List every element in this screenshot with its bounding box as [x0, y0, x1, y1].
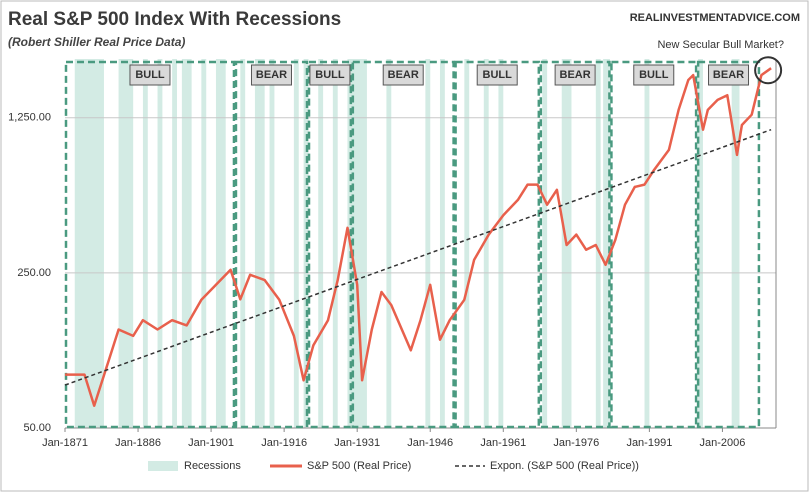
regime-box	[539, 60, 611, 429]
recession-band	[303, 59, 309, 428]
recession-band	[386, 59, 392, 428]
x-tick-label: Jan-1871	[42, 437, 88, 449]
recession-band	[118, 59, 134, 428]
recession-band	[254, 59, 265, 428]
x-tick-label: Jan-1946	[407, 437, 453, 449]
highlight-circle	[754, 56, 783, 85]
chart-title: Real S&P 500 Index With Recessions	[8, 9, 341, 30]
regime-tag	[382, 64, 424, 86]
regime-label: BULL	[315, 69, 345, 81]
chart-subtitle: (Robert Shiller Real Price Data)	[8, 35, 185, 49]
recession-band	[318, 59, 324, 428]
recession-band	[74, 59, 104, 428]
recession-band	[595, 59, 601, 428]
x-tick-label: Jan-2006	[699, 437, 745, 449]
recession-band	[542, 59, 548, 428]
x-tick-label: Jan-1961	[480, 437, 526, 449]
recession-band	[698, 59, 703, 428]
recession-band	[464, 59, 470, 428]
recession-band	[172, 59, 178, 428]
legend-swatch	[148, 461, 178, 471]
regime-box	[234, 60, 309, 429]
source: REALINVESTMENTADVICE.COM	[630, 12, 800, 24]
regime-box	[64, 60, 236, 429]
y-tick-label: 1,250.00	[8, 112, 51, 124]
x-tick-label: Jan-1886	[115, 437, 161, 449]
regime-label: BEAR	[388, 69, 419, 81]
regime-label: BEAR	[256, 69, 287, 81]
recession-band	[731, 59, 740, 428]
recession-band	[332, 59, 338, 428]
regime-tag	[250, 64, 292, 86]
x-tick-label: Jan-1976	[553, 437, 599, 449]
recession-band	[240, 59, 246, 428]
regime-tag	[708, 64, 750, 86]
recession-band	[483, 59, 489, 428]
regime-box	[454, 60, 541, 429]
trend-line	[64, 128, 772, 386]
regime-tag	[554, 64, 596, 86]
recession-band	[603, 59, 610, 428]
recession-band	[644, 59, 650, 428]
regime-label: BULL	[483, 69, 513, 81]
y-tick-label: 250.00	[17, 267, 51, 279]
regime-label: BEAR	[713, 69, 744, 81]
legend-label: S&P 500 (Real Price)	[307, 460, 411, 472]
x-tick-label: Jan-1916	[261, 437, 307, 449]
recession-band	[269, 59, 275, 428]
regime-tag	[129, 64, 171, 86]
regime-label: BULL	[639, 69, 669, 81]
regime-box	[610, 60, 698, 429]
recession-band	[157, 59, 163, 428]
regime-label: BEAR	[560, 69, 591, 81]
recession-band	[215, 59, 226, 428]
regime-tag	[309, 64, 351, 86]
recession-band	[201, 59, 207, 428]
regime-tag	[476, 64, 518, 86]
recession-band	[425, 59, 431, 428]
recession-band	[498, 59, 504, 428]
price-line	[65, 67, 772, 407]
regime-box	[351, 60, 455, 429]
regime-box	[696, 60, 761, 429]
regime-tag	[633, 64, 675, 86]
x-tick-label: Jan-1901	[188, 437, 234, 449]
x-tick-label: Jan-1931	[334, 437, 380, 449]
recession-band	[293, 59, 299, 428]
x-tick-label: Jan-1991	[626, 437, 672, 449]
recession-band	[439, 59, 445, 428]
recession-band	[181, 59, 192, 428]
recession-band	[142, 59, 148, 428]
regime-label: BULL	[135, 69, 165, 81]
legend-label: Recessions	[184, 460, 241, 472]
legend-label: Expon. (S&P 500 (Real Price))	[490, 460, 639, 472]
annotation: New Secular Bull Market?	[657, 39, 784, 51]
y-tick-label: 50.00	[23, 422, 51, 434]
